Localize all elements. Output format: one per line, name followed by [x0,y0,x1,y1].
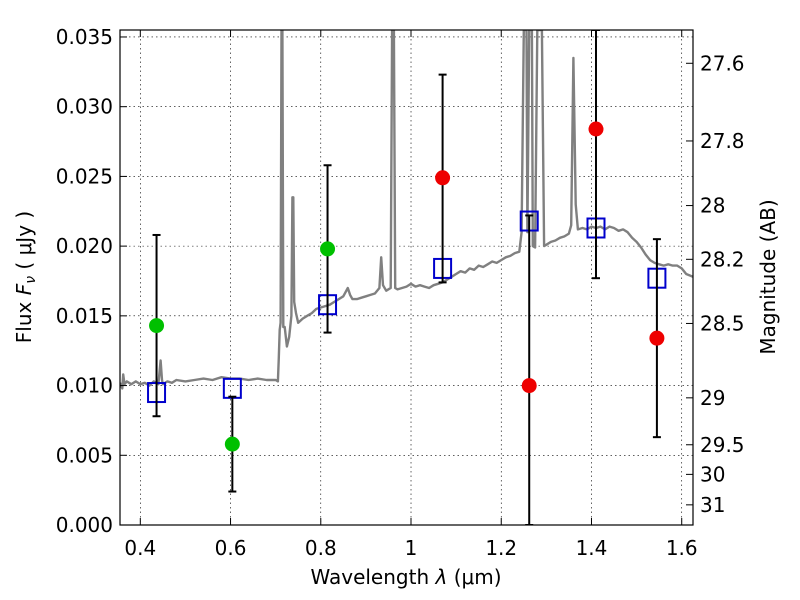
y-tick-label: 0.000 [56,513,113,537]
observed-point [649,330,665,346]
plot-data [120,30,693,525]
y2-tick-label: 28.2 [700,247,745,271]
y-tick-label: 0.025 [56,164,113,188]
axis-ticks: 0.4 0.6 0.8 1 1.2 1.4 1.6 0.000 0.005 0.010 0.015 0… [56,25,745,560]
y-tick-label: 0.005 [56,443,113,467]
y2-tick-label: 30 [700,462,725,486]
x-tick-label: 1.6 [666,536,698,560]
y-tick-label: 0.035 [56,25,113,49]
y2-tick-label: 27.6 [700,51,745,75]
spectrum-line [120,30,693,390]
grid-lines [120,30,693,526]
observed-point [521,378,537,394]
y2-tick-label: 29 [700,386,725,410]
x-tick-label: 1.2 [485,536,517,560]
observed-point [435,170,451,186]
y-tick-label: 0.020 [56,234,113,258]
synthetic-photometry-marker [222,377,242,399]
x-tick-label: 1.4 [576,536,608,560]
x-axis-label: Wavelength λ (μm) [310,565,501,589]
y2-tick-label: 28 [700,194,725,218]
y2-tick-label: 28.5 [700,311,745,335]
y2-tick-label: 31 [700,493,725,517]
y-tick-label: 0.015 [56,304,113,328]
y2-tick-label: 29.5 [700,433,745,457]
x-tick-label: 0.4 [124,536,156,560]
y-axis-label: Flux Fν ( μJy ) [12,211,39,343]
y-tick-label: 0.010 [56,374,113,398]
observed-point [320,241,336,257]
x-tick-label: 0.6 [215,536,247,560]
observed-point [588,121,604,137]
observed-point [224,436,240,452]
y2-axis-label: Magnitude (AB) [756,199,780,354]
y-tick-label: 0.030 [56,95,113,119]
x-tick-label: 0.8 [305,536,337,560]
plot-frame [119,29,694,526]
observed-point [149,318,165,334]
y2-tick-label: 27.8 [700,129,745,153]
x-tick-label: 1 [405,536,418,560]
